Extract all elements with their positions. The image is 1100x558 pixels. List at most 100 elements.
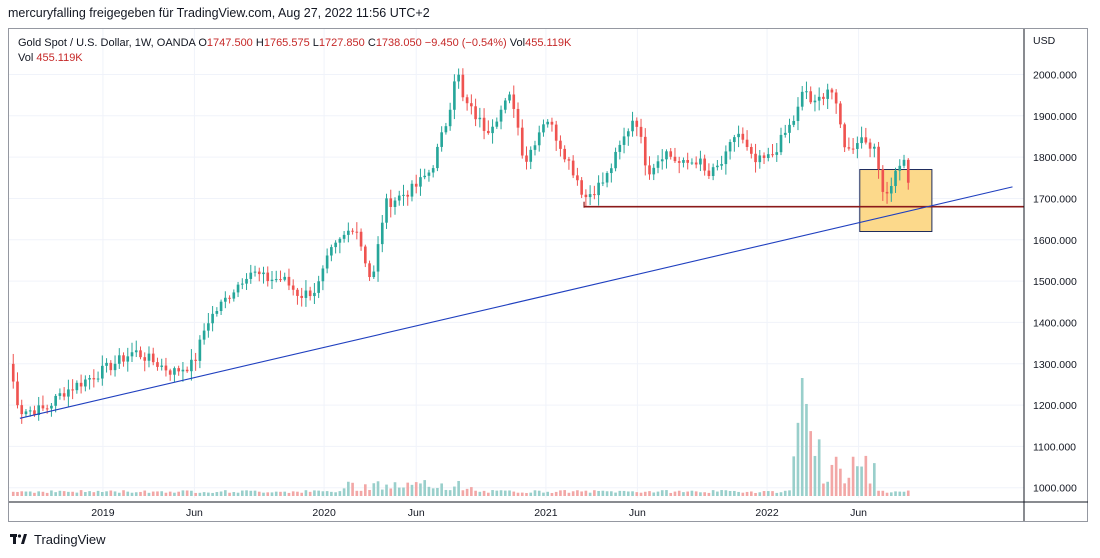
candle-body [440,132,443,147]
candle-body [173,368,176,375]
volume-bar [313,490,316,496]
volume-bar [448,490,452,496]
candle-body [745,139,749,148]
volume-bar [652,492,656,496]
candle [54,394,57,413]
volume-bar [274,491,278,496]
candle-body [202,330,206,340]
volume-bar [792,456,796,496]
volume-bar [177,491,180,496]
candle-body [618,144,622,152]
candle-body [754,153,757,163]
volume-bar [529,492,533,496]
volume-bar [737,491,740,496]
candle-body [397,195,401,201]
volume-bar [385,484,388,496]
candle-body [215,311,219,314]
candle [37,396,41,421]
candle [317,275,320,299]
candle-body [783,132,787,135]
volume-bar [334,492,337,496]
candle [525,146,528,170]
volume-bar [164,492,168,496]
volume-bar [168,491,172,496]
volume-bar [50,490,53,496]
candle-body [11,363,15,382]
volume-bar [805,403,808,496]
volume-bar [741,492,745,496]
candle-body [143,357,147,361]
footer-brand[interactable]: TradingView [10,532,106,547]
candle [313,283,316,304]
volume-bar [219,491,223,496]
volume-bar [800,378,804,496]
y-tick-label: 1500.000 [1033,276,1077,288]
candle-body [402,194,405,196]
candle-body [393,200,397,207]
volume-bar [397,487,401,496]
volume-bar [766,491,770,496]
volume-bar [228,492,231,496]
legend-vol-value: 455.119K [525,37,572,49]
currency-label: USD [1033,35,1056,47]
candle-body [571,160,575,176]
candle-body [495,121,499,127]
candle-body [779,134,783,153]
candle [151,347,155,366]
candle-body [28,410,32,412]
volume-bar [45,492,49,496]
candle-body [236,284,240,293]
volume-bar [291,491,295,496]
volume-bar [699,492,702,496]
candle-body [181,369,185,372]
candle-body [414,183,418,187]
candle [856,136,859,159]
x-tick-label: Jun [186,507,203,519]
candle [720,155,723,170]
candle [270,270,274,290]
candle-body [724,151,728,165]
volume-bar [330,491,333,496]
candle-body [860,137,863,144]
candle-body [41,405,45,409]
candle [614,147,617,172]
candle [648,156,651,180]
candle-body [716,165,719,168]
candle [198,335,202,369]
volume-bar [851,456,855,496]
candle-body [164,365,168,371]
volume-bar [822,483,825,496]
volume-bar [84,492,87,496]
candle-body [266,272,270,282]
candle [224,291,227,309]
volume-bar [754,492,757,496]
volume-bar [635,492,639,496]
candle [436,143,439,172]
candle-body [491,126,494,134]
candle [843,122,846,152]
candle [122,352,125,367]
candle-body [588,194,592,198]
candle [584,189,588,207]
volume-bar [232,492,236,496]
candle-body [580,180,583,195]
candle-body [728,142,732,152]
candle [431,165,435,178]
candle [631,111,634,137]
chart-legend: Gold Spot / U.S. Dollar, 1W, OANDA O1747… [18,36,571,66]
candle-body [711,167,715,177]
candle [656,155,660,174]
candle-body [321,268,325,282]
volume-bar [588,492,592,496]
volume-bar [474,490,477,496]
volume-bar [423,480,427,496]
candle-body [113,363,117,371]
candle [839,101,842,129]
candle [728,139,732,160]
candle [109,360,113,376]
candle-body [614,151,617,169]
candle [71,379,74,400]
tradingview-logo-icon [10,533,28,546]
candle [508,91,511,104]
